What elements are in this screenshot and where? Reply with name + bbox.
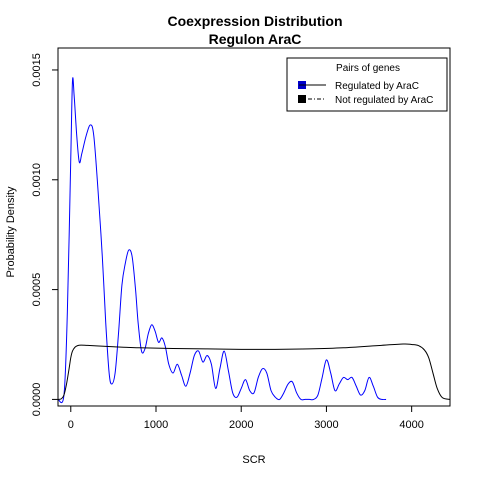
x-tick-label: 4000 bbox=[399, 419, 423, 431]
x-tick-label: 1000 bbox=[144, 419, 168, 431]
x-tick-label: 2000 bbox=[229, 419, 253, 431]
x-axis: 0 1000 2000 3000 4000 bbox=[68, 406, 424, 431]
series-line-regulated bbox=[57, 77, 387, 404]
series-line-not-regulated bbox=[57, 343, 451, 400]
y-axis: 0.0000 0.0005 0.0010 0.0015 bbox=[31, 53, 58, 416]
y-tick-label: 0.0010 bbox=[31, 163, 43, 197]
legend-label-regulated: Regulated by AraC bbox=[335, 81, 419, 92]
plot-frame bbox=[57, 47, 451, 407]
legend: Pairs of genes Regulated by AraC Not reg… bbox=[286, 57, 448, 112]
x-tick-label: 3000 bbox=[314, 419, 338, 431]
legend-title: Pairs of genes bbox=[336, 63, 400, 74]
y-tick-label: 0.0000 bbox=[31, 383, 43, 417]
y-axis-label: Probability Density bbox=[5, 186, 17, 278]
x-axis-label: SCR bbox=[242, 454, 265, 466]
x-tick-label: 0 bbox=[68, 419, 74, 431]
chart-title: Coexpression Distribution bbox=[167, 13, 342, 29]
legend-label-not-regulated: Not regulated by AraC bbox=[335, 95, 433, 106]
chart-subtitle: Regulon AraC bbox=[209, 31, 302, 47]
y-tick-label: 0.0015 bbox=[31, 53, 43, 87]
series-layer bbox=[57, 77, 451, 404]
y-tick-label: 0.0005 bbox=[31, 273, 43, 307]
